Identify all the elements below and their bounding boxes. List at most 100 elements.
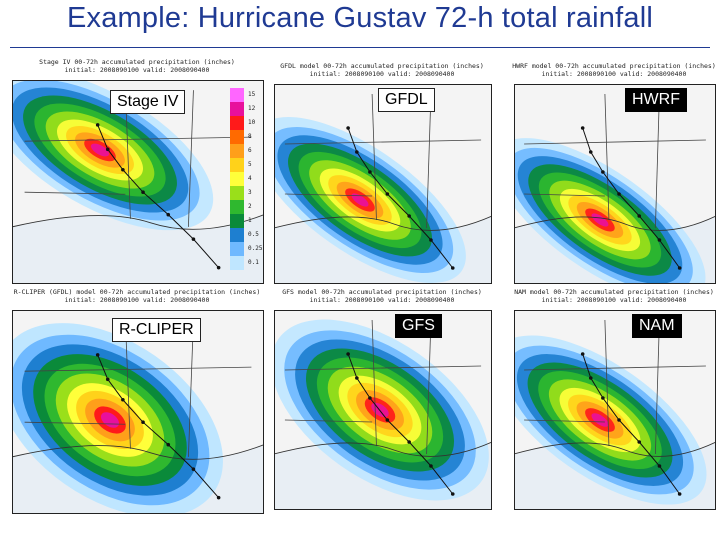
- colorbar-label: 10: [248, 119, 256, 126]
- track-point: [385, 418, 390, 422]
- track-point: [429, 238, 433, 242]
- coastline: [12, 444, 264, 460]
- colorbar-label: 0.5: [248, 231, 259, 238]
- colorbar-label: 15: [248, 91, 256, 98]
- state-border: [655, 319, 660, 455]
- colorbar-cell: [230, 130, 244, 144]
- track-point: [407, 440, 411, 444]
- track-point: [105, 147, 110, 152]
- model-label-gfs: GFS: [395, 314, 442, 338]
- colorbar-cell: [230, 158, 244, 172]
- track-point: [657, 464, 662, 468]
- panel-nam: NAM model 00-72h accumulated precipitati…: [510, 288, 718, 514]
- panel-header-title: NAM model 00-72h accumulated precipitati…: [514, 288, 714, 296]
- model-label-hwrf: HWRF: [625, 88, 687, 112]
- colorbar-label: 6: [248, 147, 252, 154]
- state-border: [524, 365, 706, 371]
- state-border: [371, 319, 377, 447]
- track-point: [191, 237, 196, 241]
- model-label-stage-iv: Stage IV: [110, 90, 186, 114]
- track-point: [617, 418, 621, 422]
- track-point: [121, 167, 125, 172]
- colorbar-label: 5: [248, 161, 252, 168]
- panel-header: HWRF model 00-72h accumulated precipitat…: [510, 62, 718, 84]
- map-frame: [514, 310, 716, 510]
- state-border: [284, 139, 482, 145]
- state-border: [24, 191, 126, 195]
- state-border: [24, 421, 126, 425]
- colorbar-label: 1: [248, 217, 252, 224]
- track-point: [346, 352, 350, 356]
- track-point: [191, 467, 196, 471]
- gulf-water: [12, 214, 264, 284]
- track-point: [588, 376, 593, 380]
- track-point: [141, 190, 145, 194]
- track-point: [601, 396, 605, 400]
- panel-hwrf: HWRF model 00-72h accumulated precipitat…: [510, 62, 718, 288]
- state-border: [655, 93, 660, 229]
- panel-header-title: Stage IV 00-72h accumulated precipitatio…: [39, 58, 235, 66]
- panel-header-title: HWRF model 00-72h accumulated precipitat…: [512, 62, 716, 70]
- track-point: [355, 150, 359, 154]
- panel-header-title: GFS model 00-72h accumulated precipitati…: [282, 288, 482, 296]
- track-point: [121, 397, 125, 402]
- panel-header-times: initial: 2008090100 valid: 2008090400: [309, 70, 455, 78]
- state-border: [524, 419, 605, 423]
- panel-header: GFDL model 00-72h accumulated precipitat…: [270, 62, 494, 84]
- track-point: [588, 150, 593, 154]
- track-point: [355, 376, 359, 380]
- track-point: [216, 495, 221, 500]
- track-point: [95, 123, 100, 127]
- rain-shield: [12, 80, 214, 231]
- state-border: [188, 320, 194, 457]
- colorbar-cell: [230, 256, 244, 270]
- track-point: [216, 265, 221, 270]
- panel-header: Stage IV 00-72h accumulated precipitatio…: [8, 58, 266, 80]
- panel-header-title: GFDL model 00-72h accumulated precipitat…: [280, 62, 484, 70]
- rain-shield: [514, 138, 706, 284]
- panel-gfdl: GFDL model 00-72h accumulated precipitat…: [270, 62, 494, 288]
- colorbar-label: 8: [248, 133, 252, 140]
- panel-stage-iv: Stage IV 00-72h accumulated precipitatio…: [8, 58, 266, 288]
- track-point: [429, 464, 433, 468]
- track-point: [105, 377, 110, 382]
- colorbar-cell: [230, 186, 244, 200]
- rain-contour: [591, 213, 609, 227]
- track-point: [677, 492, 682, 496]
- panel-header: GFS model 00-72h accumulated precipitati…: [270, 288, 494, 310]
- colorbar-label: 0.25: [248, 245, 263, 252]
- track-point: [141, 420, 145, 424]
- map-frame: [12, 80, 264, 284]
- map-frame: [274, 84, 492, 284]
- rainfall-map: [12, 310, 264, 514]
- track-point: [450, 266, 455, 270]
- track-point: [166, 212, 171, 217]
- state-border: [604, 319, 610, 447]
- track-point: [368, 396, 372, 400]
- rain-shield: [12, 323, 223, 514]
- rainfall-map: [514, 84, 716, 284]
- state-border: [524, 193, 605, 197]
- state-border: [284, 193, 373, 197]
- track-point: [95, 353, 100, 357]
- colorbar-cell: [230, 172, 244, 186]
- track-point: [385, 192, 390, 196]
- track-point: [580, 126, 585, 130]
- panel-header-times: initial: 2008090100 valid: 2008090400: [541, 70, 687, 78]
- colorbar-label: 0.1: [248, 259, 259, 266]
- track-point: [637, 214, 642, 218]
- panel-header-times: initial: 2008090100 valid: 2008090400: [541, 296, 687, 304]
- panel-header: NAM model 00-72h accumulated precipitati…: [510, 288, 718, 310]
- slide-title: Example: Hurricane Gustav 72-h total rai…: [66, 2, 654, 34]
- colorbar-cell: [230, 116, 244, 130]
- colorbar-cell: [230, 88, 244, 102]
- colorbar-cell: [230, 242, 244, 256]
- state-border: [426, 93, 432, 229]
- rain-contour: [351, 193, 369, 207]
- colorbar-cell: [230, 144, 244, 158]
- panel-header-title: R-CLIPER (GFDL) model 00-72h accumulated…: [13, 288, 261, 296]
- model-label-gfdl: GFDL: [378, 88, 435, 112]
- track-point: [657, 238, 662, 242]
- rainfall-map: [514, 310, 716, 510]
- colorbar-label: 3: [248, 189, 252, 196]
